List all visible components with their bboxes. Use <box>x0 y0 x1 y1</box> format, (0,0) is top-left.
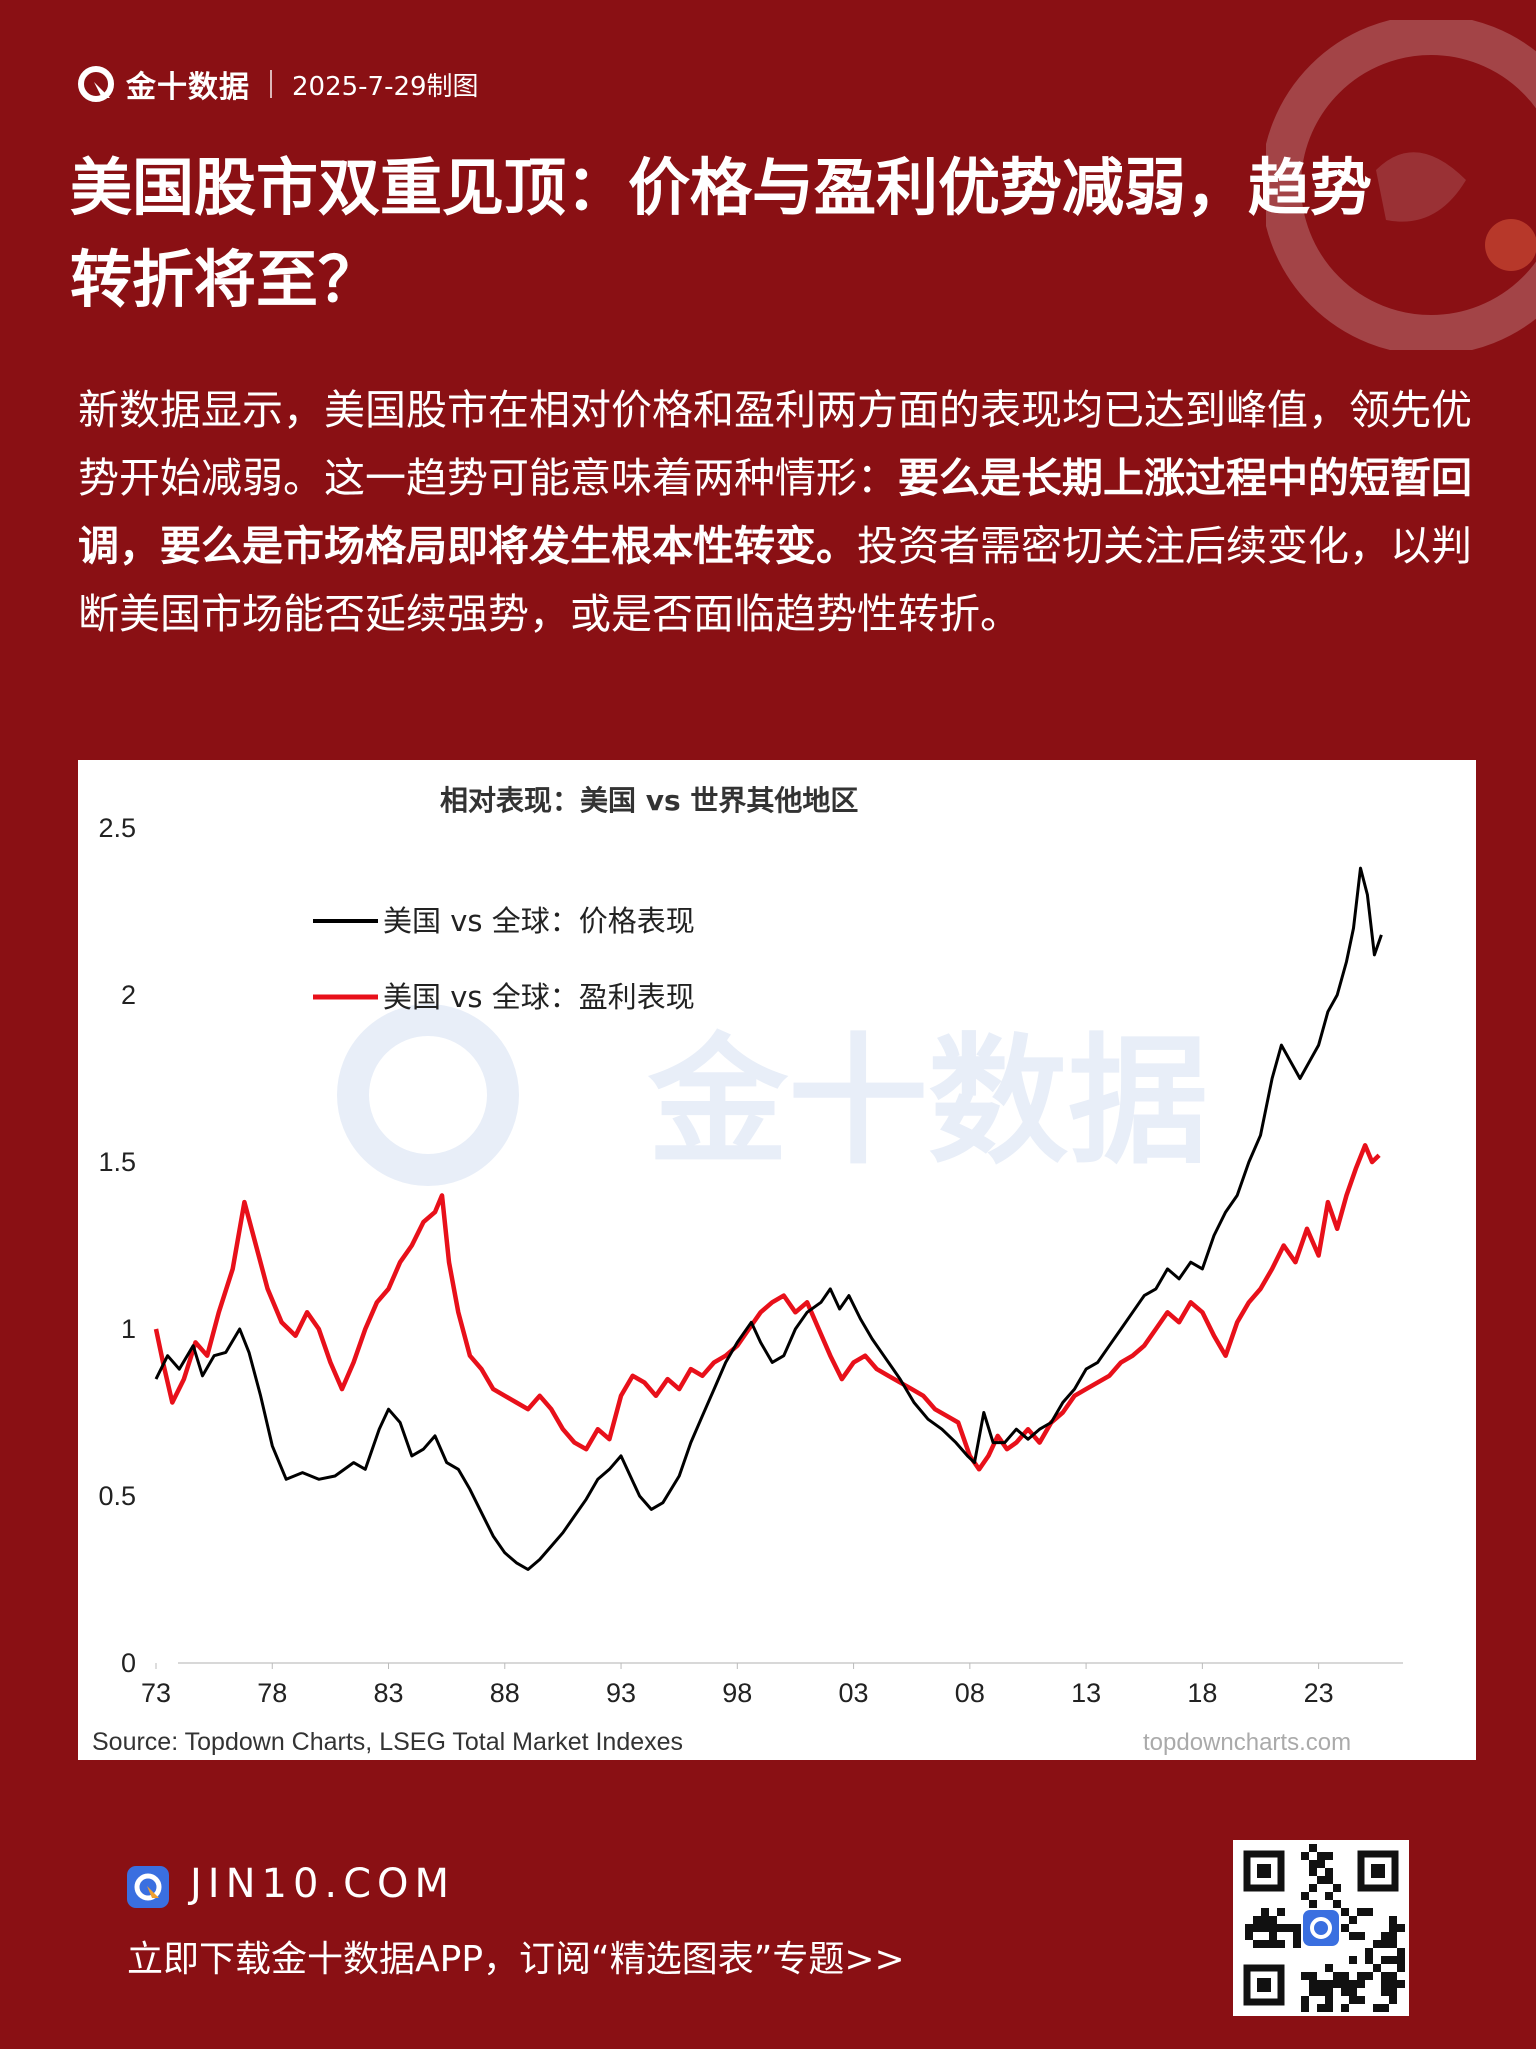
body-paragraph: 新数据显示，美国股市在相对价格和盈利两方面的表现均已达到峰值，领先优势开始减弱。… <box>78 376 1478 648</box>
y-tick-label: 2.5 <box>98 813 136 843</box>
line-chart: 金十数据 相对表现：美国 vs 世界其他地区 0 0.5 1 1.5 2 2.5 73 78… <box>92 784 1403 1756</box>
body-text-1: 新数据显示，美国股市在相对价格和盈利两方面的表现均已达到峰值，领先优势开始减弱。… <box>78 386 1472 502</box>
brand-name: 金十数据 <box>126 70 250 105</box>
y-tick-label: 1 <box>121 1314 136 1344</box>
x-tick-label: 98 <box>722 1678 752 1708</box>
x-tick-label: 23 <box>1304 1678 1334 1708</box>
site-url[interactable]: JIN10.COM <box>190 1861 456 1907</box>
page-title: 美国股市双重见顶：价格与盈利优势减弱，趋势转折将至？ <box>70 151 1373 316</box>
legend-label-price: 美国 vs 全球：价格表现 <box>383 904 695 938</box>
x-tick-label: 93 <box>606 1678 636 1708</box>
y-tick-label: 1.5 <box>98 1147 136 1177</box>
background-logo-icon <box>1266 20 1536 350</box>
header-divider <box>270 70 272 98</box>
x-tick-label: 08 <box>955 1678 985 1708</box>
header: 金十数据 2025-7-29制图 <box>76 62 479 106</box>
y-tick-label: 0 <box>121 1648 136 1678</box>
chart-date: 2025-7-29制图 <box>292 71 479 102</box>
legend-label-earnings: 美国 vs 全球：盈利表现 <box>383 980 695 1014</box>
x-tick-label: 13 <box>1071 1678 1101 1708</box>
qr-code-icon[interactable] <box>1233 1840 1409 2016</box>
x-tick-label: 78 <box>257 1678 287 1708</box>
x-tick-label: 18 <box>1187 1678 1217 1708</box>
y-tick-label: 2 <box>121 980 136 1010</box>
series-line-price <box>154 866 1383 1571</box>
watermark-logo-icon <box>337 1004 519 1186</box>
x-tick-label: 73 <box>141 1678 171 1708</box>
jin10-logo-icon <box>78 66 114 102</box>
watermark: 金十数据 <box>647 1023 1208 1180</box>
chart-source: Source: Topdown Charts, LSEG Total Marke… <box>92 1728 683 1756</box>
series-line-earnings <box>153 1143 1381 1472</box>
body-text-bold: 要么是长期上涨过程中的短暂回调，要么是市场格局即将发生根本性转变。 <box>78 454 1472 570</box>
x-tick-label: 88 <box>490 1678 520 1708</box>
legend: 美国 vs 全球：价格表现 美国 vs 全球：盈利表现 <box>313 904 695 1014</box>
x-tick-label: 03 <box>839 1678 869 1708</box>
x-tick-label: 83 <box>373 1678 403 1708</box>
body-text-2: 投资者需密切关注后续变化，以判断美国市场能否延续强势，或是否面临趋势性转折。 <box>78 522 1472 638</box>
chart-credit: topdowncharts.com <box>1143 1729 1351 1756</box>
download-cta[interactable]: 立即下载金十数据APP，订阅“精选图表”专题>> <box>127 1939 905 1980</box>
chart-container: 金十数据 相对表现：美国 vs 世界其他地区 0 0.5 1 1.5 2 2.5 73 78… <box>78 760 1476 1760</box>
chart-title: 相对表现：美国 vs 世界其他地区 <box>440 784 858 817</box>
jin10-app-icon <box>127 1866 169 1908</box>
y-tick-label: 0.5 <box>98 1481 136 1511</box>
